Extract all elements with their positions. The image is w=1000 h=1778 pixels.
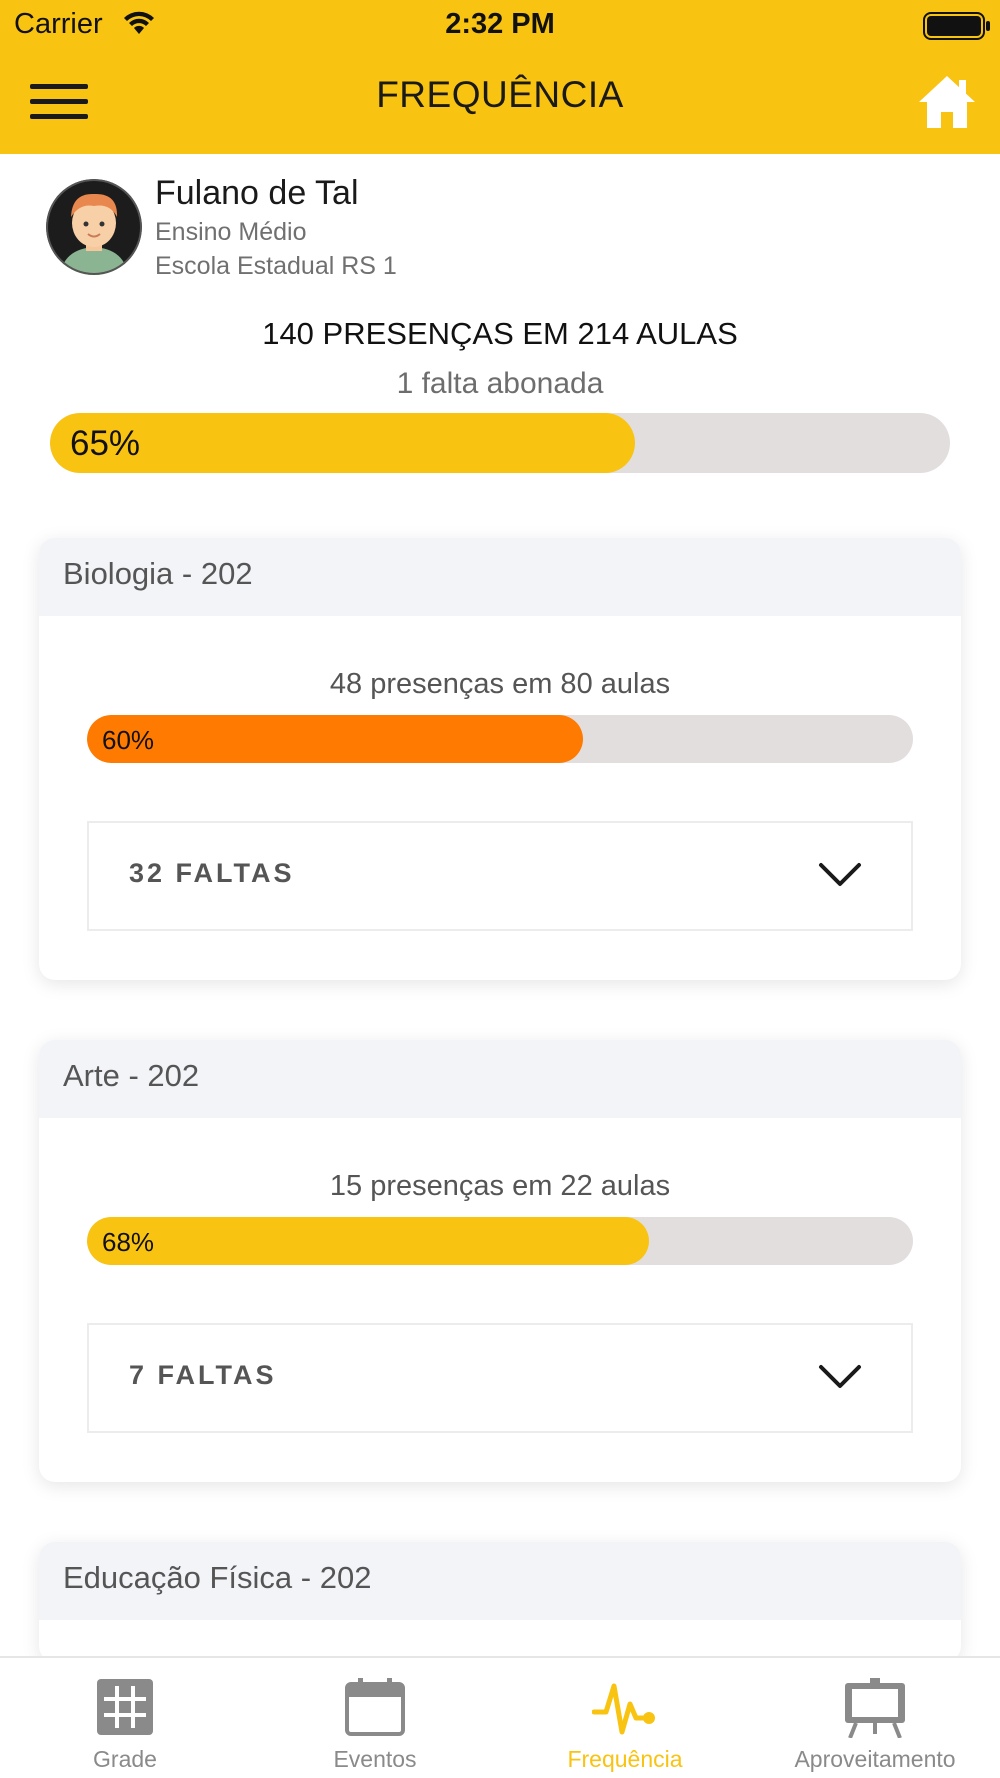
chevron-down-icon (819, 863, 861, 886)
hamburger-icon[interactable] (30, 84, 88, 120)
wifi-icon (124, 11, 154, 34)
absences-dropdown[interactable]: 7 FALTAS (87, 1323, 913, 1433)
subject-card: Arte - 202 15 presenças em 22 aulas 68% … (39, 1040, 961, 1482)
page-title: FREQUÊNCIA (376, 74, 624, 115)
subject-title: Biologia - 202 (63, 556, 253, 591)
tab-label: Grade (93, 1746, 157, 1772)
tab-eventos[interactable]: Eventos (250, 1658, 500, 1778)
tab-aproveitamento[interactable]: Aproveitamento (750, 1658, 1000, 1778)
overall-progress-fill (50, 413, 635, 473)
pulse-icon (591, 1683, 655, 1735)
subject-attendance: 48 presenças em 80 aulas (329, 668, 671, 700)
calendar-icon (345, 1678, 405, 1736)
subject-progress-fill (87, 1217, 649, 1265)
student-school: Escola Estadual RS 1 (155, 252, 397, 280)
tab-bar: Grade Eventos Frequência (0, 1656, 1000, 1778)
overall-progress-label: 65% (70, 424, 141, 463)
tab-label: Frequência (567, 1746, 683, 1772)
excused-absences: 1 falta abonada (396, 367, 604, 400)
subject-card-header: Educação Física - 202 (39, 1542, 961, 1620)
carrier-label: Carrier (14, 8, 103, 40)
subject-title: Educação Física - 202 (63, 1560, 372, 1595)
subject-progress-label: 68% (102, 1227, 155, 1257)
tab-label: Eventos (333, 1746, 417, 1772)
avatar (46, 179, 142, 275)
chevron-down-icon (819, 1365, 861, 1388)
overall-progress-bar: 65% (50, 413, 950, 473)
home-icon[interactable] (915, 70, 979, 134)
subject-title: Arte - 202 (63, 1058, 200, 1093)
subject-card: Educação Física - 202 (39, 1542, 961, 1662)
subject-progress-label: 60% (102, 725, 155, 755)
board-icon (845, 1678, 905, 1739)
student-level: Ensino Médio (155, 218, 307, 246)
subject-card: Biologia - 202 48 presenças em 80 aulas … (39, 538, 961, 980)
absences-dropdown[interactable]: 32 FALTAS (87, 821, 913, 931)
student-name: Fulano de Tal (155, 174, 359, 212)
subject-progress-fill (87, 715, 583, 763)
summary-title: 140 PRESENÇAS EM 214 AULAS (262, 316, 738, 351)
battery-icon (923, 12, 990, 40)
absences-label: 32 FALTAS (129, 858, 295, 888)
tab-frequencia[interactable]: Frequência (500, 1658, 750, 1778)
grid-icon (97, 1679, 153, 1735)
subject-card-header: Biologia - 202 (39, 538, 961, 616)
tab-label: Aproveitamento (794, 1746, 956, 1772)
clock: 2:32 PM (445, 8, 555, 40)
subject-attendance: 15 presenças em 22 aulas (329, 1170, 671, 1202)
status-bar: Carrier 2:32 PM (0, 0, 1000, 50)
subject-card-header: Arte - 202 (39, 1040, 961, 1118)
tab-grade[interactable]: Grade (0, 1658, 250, 1778)
absences-label: 7 FALTAS (129, 1360, 277, 1390)
subject-progress-bar: 60% (87, 715, 913, 763)
app-header: Carrier 2:32 PM FREQUÊNCIA (0, 0, 1000, 154)
subject-progress-bar: 68% (87, 1217, 913, 1265)
